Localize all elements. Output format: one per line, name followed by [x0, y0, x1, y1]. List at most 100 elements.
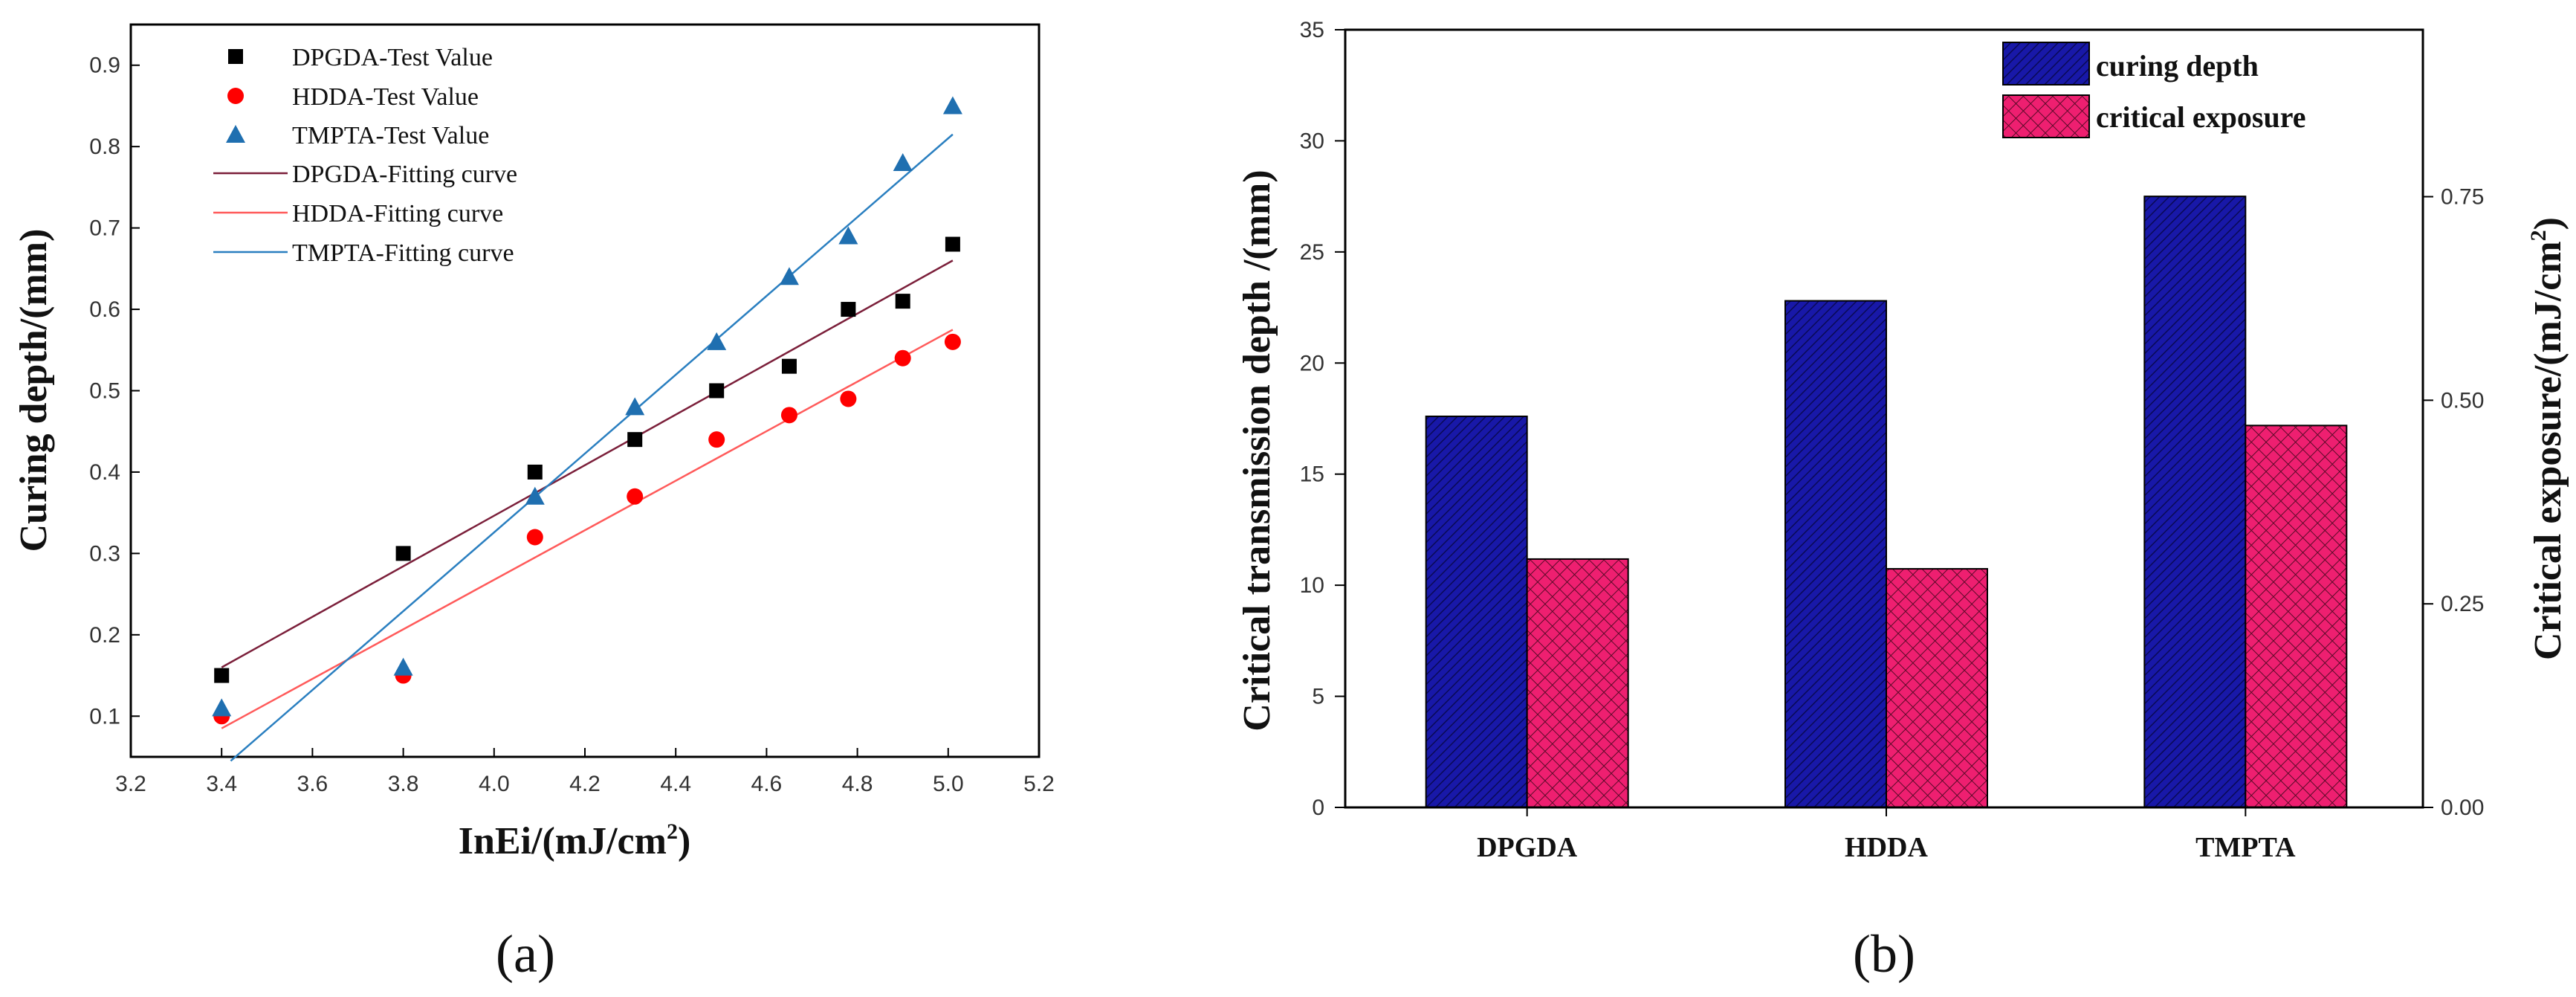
- chart-b-left-tick-label: 35: [1300, 18, 1324, 42]
- tmpta-point: [212, 698, 232, 717]
- legend-label-critical-exposure: critical exposure: [2096, 100, 2306, 134]
- chart-b-category-label-hdda: HDDA: [1845, 832, 1928, 863]
- chart-a-x-axis-title-end: ): [678, 820, 690, 862]
- chart-b-plot-frame: [1344, 28, 2424, 809]
- chart-a-data-points: [212, 96, 962, 725]
- chart-a-x-tick-label: 4.4: [660, 772, 691, 796]
- bar-critical-exposure-hdda: [1886, 568, 1988, 808]
- chart-b-category-label-tmpta: TMPTA: [2195, 832, 2296, 863]
- dpgda-point: [781, 358, 797, 374]
- chart-b-bar-chart: 0 5 10 15 20 25 30 35 0.00 0.25 0.50 0.75 DPGDA HDDA T…: [1236, 18, 2569, 984]
- chart-a-x-tick-label: 4.0: [479, 772, 510, 796]
- legend-swatch-critical-exposure: [2002, 94, 2090, 138]
- dpgda-point: [895, 294, 910, 309]
- chart-b-bars: [1425, 196, 2348, 809]
- chart-b-right-tick-label: 0.75: [2441, 185, 2484, 210]
- chart-a-y-tick-label: 0.4: [89, 460, 120, 485]
- chart-b-left-tick-label: 30: [1300, 129, 1324, 153]
- chart-a-legend: DPGDA-Test Value HDDA-Test Value TMPTA-T…: [213, 44, 517, 267]
- chart-b-right-y-axis-title: Critical exposure/(mJ/cm2): [2526, 217, 2569, 660]
- legend-label-tmpta-test: TMPTA-Test Value: [292, 122, 489, 149]
- chart-a-x-axis-title-main: InEi/(mJ/cm: [459, 820, 667, 862]
- tmpta-point: [625, 397, 645, 416]
- hdda-point: [780, 407, 797, 424]
- tmpta-point: [525, 486, 545, 505]
- bar-curing-depth-hdda: [1784, 300, 1887, 808]
- tmpta-point: [393, 657, 413, 676]
- tmpta-point: [707, 332, 727, 350]
- chart-b-right-tick-label: 0.50: [2441, 388, 2484, 413]
- chart-a-x-tick-label: 3.2: [115, 772, 146, 796]
- dpgda-point: [627, 432, 643, 448]
- chart-b-axes: 0 5 10 15 20 25 30 35 0.00 0.25 0.50 0.75 DPGDA HDDA T…: [1300, 18, 2485, 863]
- dpgda-fit-line: [221, 259, 954, 668]
- chart-a-y-tick-label: 0.7: [89, 216, 120, 241]
- legend-label-tmpta-fit: TMPTA-Fitting curve: [292, 239, 514, 267]
- chart-a-y-tick-label: 0.6: [89, 297, 120, 322]
- legend-label-dpgda-test: DPGDA-Test Value: [292, 44, 493, 71]
- chart-a-y-tick-label: 0.2: [89, 623, 120, 648]
- chart-a-y-tick-label: 0.5: [89, 379, 120, 404]
- chart-a-x-tick-label: 5.0: [933, 772, 964, 796]
- bar-curing-depth-tmpta: [2143, 196, 2247, 808]
- legend-label-dpgda-fit: DPGDA-Fitting curve: [292, 161, 517, 188]
- tmpta-point: [779, 267, 799, 285]
- hdda-point: [840, 390, 857, 407]
- hdda-point: [627, 488, 644, 505]
- legend-label-hdda-fit: HDDA-Fitting curve: [292, 200, 503, 228]
- chart-a-x-tick-label: 4.2: [569, 772, 601, 796]
- tmpta-fit-line: [230, 133, 954, 762]
- chart-a-y-axis-title: Curing depth/(mm): [13, 229, 55, 552]
- chart-a-x-tick-label: 3.8: [388, 772, 419, 796]
- chart-b-right-y-axis-title-superscript: 2: [2526, 230, 2551, 241]
- chart-b-left-tick-label: 10: [1300, 573, 1324, 598]
- legend-swatch-curing-depth: [2002, 42, 2090, 85]
- chart-b-left-tick-label: 25: [1300, 240, 1324, 265]
- chart-b-right-y-axis-title-end: ): [2527, 217, 2569, 230]
- chart-b-left-y-axis-title: Critical transmission depth /(mm): [1236, 170, 1278, 731]
- dpgda-point: [945, 236, 960, 252]
- hdda-point: [894, 349, 911, 367]
- chart-b-left-tick-label: 5: [1312, 685, 1324, 709]
- dpgda-point: [527, 464, 543, 480]
- tmpta-point: [893, 153, 913, 172]
- chart-b-right-tick-label: 0.25: [2441, 592, 2484, 616]
- panel-label-a: (a): [496, 924, 555, 984]
- bar-curing-depth-dpgda: [1425, 416, 1528, 808]
- chart-a-x-tick-label: 3.6: [297, 772, 329, 796]
- chart-b-right-tick-label: 0.00: [2441, 796, 2484, 820]
- chart-b-left-tick-label: 15: [1300, 462, 1324, 487]
- dpgda-point: [841, 302, 856, 317]
- chart-a-x-axis-title-superscript: 2: [667, 819, 678, 844]
- dpgda-point: [709, 383, 725, 399]
- chart-a-x-tick-label: 4.8: [842, 772, 873, 796]
- chart-b-left-tick-label: 0: [1312, 796, 1324, 820]
- chart-a-plot-frame: [129, 23, 1041, 758]
- panel-label-b: (b): [1853, 924, 1915, 984]
- chart-a-y-tick-label: 0.8: [89, 135, 120, 159]
- chart-a-curing-depth-scatter: 3.2 3.4 3.6 3.8 4.0 4.2 4.4 4.6 4.8 5.0 5.2 0.1 0.2 0…: [13, 23, 1055, 984]
- tmpta-point: [838, 226, 858, 245]
- legend-label-curing-depth: curing depth: [2096, 49, 2259, 83]
- chart-b-category-label-dpgda: DPGDA: [1477, 832, 1578, 863]
- chart-a-axes: 3.2 3.4 3.6 3.8 4.0 4.2 4.4 4.6 4.8 5.0 5.2 0.1 0.2 0…: [89, 54, 1055, 796]
- hdda-point: [944, 333, 961, 350]
- tmpta-point: [942, 96, 962, 114]
- hdda-point: [526, 529, 543, 546]
- chart-a-x-tick-label: 4.6: [751, 772, 783, 796]
- chart-b-right-y-axis-title-main: Critical exposure/(mJ/cm: [2527, 241, 2569, 660]
- chart-a-x-tick-label: 5.2: [1023, 772, 1055, 796]
- legend-marker-hdda-circle: [227, 88, 244, 104]
- chart-a-y-tick-label: 0.3: [89, 541, 120, 566]
- legend-marker-dpgda-square: [228, 49, 243, 64]
- chart-a-y-tick-label: 0.9: [89, 54, 120, 78]
- chart-a-x-tick-label: 3.4: [206, 772, 237, 796]
- chart-a-x-axis-title: InEi/(mJ/cm2): [459, 819, 691, 862]
- legend-marker-tmpta-triangle: [226, 125, 245, 143]
- bar-critical-exposure-tmpta: [2245, 425, 2348, 808]
- hdda-fit-line: [221, 329, 954, 729]
- chart-b-left-tick-label: 20: [1300, 351, 1324, 375]
- chart-a-y-tick-label: 0.1: [89, 704, 120, 729]
- bar-critical-exposure-dpgda: [1526, 558, 1629, 809]
